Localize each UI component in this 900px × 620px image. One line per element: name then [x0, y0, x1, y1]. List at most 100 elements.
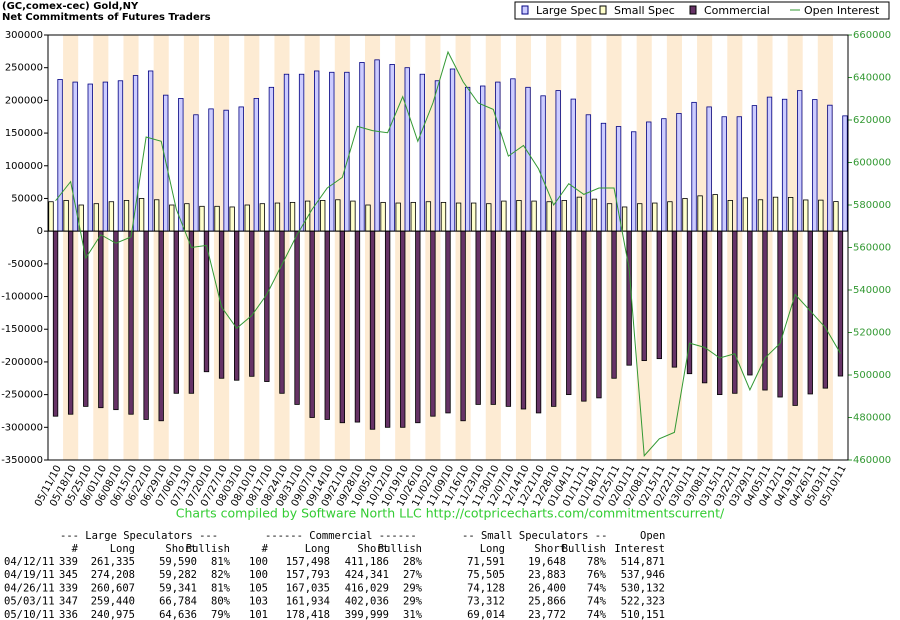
table-cell: 260,607 [91, 582, 135, 594]
bar [234, 230, 240, 381]
table-cell: 69,014 [467, 609, 505, 620]
bar [837, 230, 844, 377]
y-tick-label: 0 [37, 226, 43, 237]
table-cell: 73,312 [467, 596, 505, 608]
chart-subtitle: Net Commitments of Futures Traders [2, 12, 211, 23]
table-column-header: Long [305, 543, 330, 555]
annotation: Charts compiled by Software North LLC ht… [176, 506, 725, 521]
y-tick-label: -100000 [1, 292, 43, 303]
bar [108, 201, 115, 232]
table-group-header: -- Small Speculators -- [462, 530, 607, 542]
table-cell: 103 [249, 596, 268, 608]
bar [772, 196, 779, 232]
bar [430, 230, 436, 417]
table-cell: 74% [587, 596, 607, 608]
table-group-header: --- Large Speculators --- [60, 530, 218, 542]
bar [178, 98, 184, 232]
bar [566, 230, 572, 396]
bar [329, 71, 335, 232]
bar [682, 198, 688, 232]
bar [732, 230, 738, 394]
bar [249, 230, 255, 377]
bar [419, 73, 426, 232]
table-cell: 25,866 [528, 596, 566, 608]
table-cell: 274,208 [91, 569, 135, 581]
legend: Large Spec Small Spec Commercial Open Inter… [514, 1, 890, 20]
y2-tick-label: 620000 [853, 115, 891, 126]
bar [380, 201, 386, 232]
bar [827, 104, 833, 232]
table-cell: 424,341 [345, 569, 389, 581]
bar [781, 98, 788, 232]
bar [128, 230, 134, 415]
legend-box [514, 1, 890, 20]
y-tick-label: -350000 [1, 455, 43, 466]
bar [596, 230, 602, 399]
bar [238, 106, 244, 232]
y-tick-label: 300000 [5, 30, 43, 41]
bar [495, 81, 501, 232]
bar [727, 200, 733, 232]
bar [229, 206, 235, 232]
bar [93, 203, 99, 232]
table-cell: 347 [59, 596, 78, 608]
y-tick-label: 50000 [11, 193, 43, 204]
table-cell: 261,335 [91, 556, 135, 568]
table-group-header: ------ Commercial ------ [265, 530, 417, 542]
bar [208, 108, 214, 232]
bar [464, 86, 471, 232]
bar [425, 201, 432, 232]
bar [535, 230, 542, 414]
bar [766, 96, 773, 232]
bar [445, 230, 451, 414]
bar [309, 230, 315, 418]
line [55, 50, 841, 457]
table-cell: 345 [59, 569, 78, 581]
table-cell: 82% [211, 569, 231, 581]
bar [52, 230, 59, 417]
y-tick-label: 200000 [5, 95, 43, 106]
bar [324, 230, 330, 420]
bar [449, 68, 456, 232]
bar [63, 200, 69, 232]
bar [344, 71, 350, 232]
table-cell: 157,793 [286, 569, 330, 581]
table-cell: 27% [403, 569, 423, 581]
table-cell: 157,498 [286, 556, 330, 568]
table-cell: 04/12/11 [4, 556, 55, 568]
bar [630, 131, 637, 232]
bar [279, 230, 285, 394]
bar [600, 122, 607, 232]
y-tick-label: 100000 [5, 161, 43, 172]
bar [833, 201, 839, 232]
table-cell: 339 [59, 582, 78, 594]
bar [721, 116, 727, 232]
table-cell: 26,400 [528, 582, 566, 594]
bar [555, 90, 561, 232]
bar [505, 230, 512, 407]
bar [777, 230, 783, 398]
bar [611, 230, 617, 379]
table-cell: 240,975 [91, 609, 135, 620]
table-cell: 510,151 [621, 609, 665, 620]
table-cell: 537,946 [621, 569, 665, 581]
bar [490, 230, 496, 405]
table-cell: 31% [403, 609, 423, 620]
bar [626, 230, 632, 366]
table-cell: 259,440 [91, 596, 135, 608]
y2-tick-label: 640000 [853, 73, 891, 84]
table-column-header: # [72, 543, 79, 555]
table-cell: 81% [211, 582, 231, 594]
table-cell: 19,648 [528, 556, 566, 568]
table-cell: 28% [403, 556, 423, 568]
y-tick-label: -50000 [8, 259, 43, 270]
bar [339, 230, 346, 424]
bar [268, 86, 275, 232]
bar [742, 197, 749, 232]
y2-tick-label: 480000 [853, 413, 891, 424]
bar [98, 230, 104, 409]
bar [264, 230, 270, 382]
bar [289, 201, 296, 232]
bar [143, 230, 149, 420]
y2-tick-label: 460000 [853, 455, 891, 466]
